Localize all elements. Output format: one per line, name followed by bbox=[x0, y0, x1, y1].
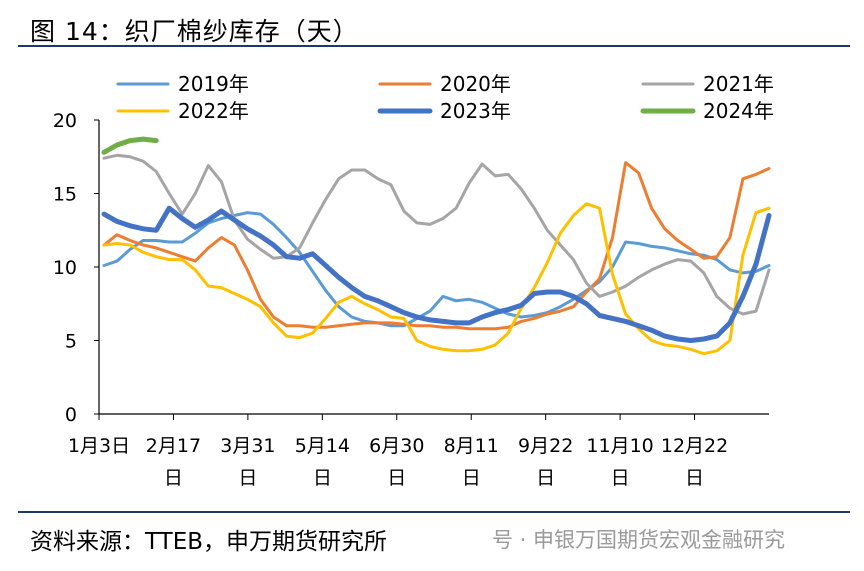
chart-axes: 0 5 10 15 20 1月3日 2月17 日 3月31 日 5月14 日 6月30 日 8月11 日 9月2… bbox=[53, 110, 769, 489]
title-divider bbox=[18, 45, 850, 47]
legend-label: 2022年 bbox=[178, 99, 249, 123]
x-tick-label-line2: 日 bbox=[238, 467, 257, 489]
series-line-2023年 bbox=[101, 205, 772, 343]
series-line-2024年 bbox=[101, 136, 159, 155]
series-line-2021年 bbox=[102, 153, 771, 316]
series-line-2019年 bbox=[102, 211, 771, 328]
legend-label: 2021年 bbox=[703, 72, 774, 96]
y-tick-label: 5 bbox=[65, 331, 77, 353]
x-tick-label: 1月3日 bbox=[68, 435, 130, 457]
x-tick-label: 3月31 bbox=[220, 435, 275, 457]
x-tick-label-line2: 日 bbox=[462, 467, 481, 489]
y-tick-label: 0 bbox=[65, 404, 77, 426]
x-tick-label-line2: 日 bbox=[536, 467, 555, 489]
legend-label: 2019年 bbox=[178, 72, 249, 96]
watermark: 号 · 申银万国期货宏观金融研究 bbox=[492, 528, 786, 552]
x-tick-label-line2: 日 bbox=[611, 467, 630, 489]
x-tick-label-line2: 日 bbox=[313, 467, 332, 489]
x-tick-label: 5月14 bbox=[295, 435, 350, 457]
y-tick-label: 20 bbox=[53, 110, 77, 132]
page-title: 图 14：织厂棉纱库存（天） bbox=[30, 17, 359, 46]
x-tick-label: 2月17 bbox=[146, 435, 201, 457]
x-tick-label: 6月30 bbox=[369, 435, 424, 457]
chart-legend: 2019年 2020年 2021年 2022年 2023年 2024年 bbox=[116, 72, 774, 123]
x-tick-label-line2: 日 bbox=[685, 467, 704, 489]
legend-label: 2023年 bbox=[440, 99, 511, 123]
series-line-2022年 bbox=[102, 202, 771, 356]
legend-label: 2024年 bbox=[703, 99, 774, 123]
x-tick-label: 9月22 bbox=[518, 435, 573, 457]
legend-label: 2020年 bbox=[440, 72, 511, 96]
x-tick-label-line2: 日 bbox=[387, 467, 406, 489]
source-note: 资料来源：TTEB，申万期货研究所 bbox=[30, 529, 388, 555]
y-tick-label: 15 bbox=[53, 184, 77, 206]
series-line-2020年 bbox=[102, 161, 771, 331]
chart-series bbox=[101, 136, 772, 356]
y-tick-label: 10 bbox=[53, 257, 77, 279]
x-tick-label-line2: 日 bbox=[164, 467, 183, 489]
x-tick-label: 8月11 bbox=[444, 435, 499, 457]
x-tick-label: 12月22 bbox=[661, 435, 728, 457]
x-tick-label: 11月10 bbox=[586, 435, 653, 457]
footer-divider bbox=[18, 511, 850, 513]
